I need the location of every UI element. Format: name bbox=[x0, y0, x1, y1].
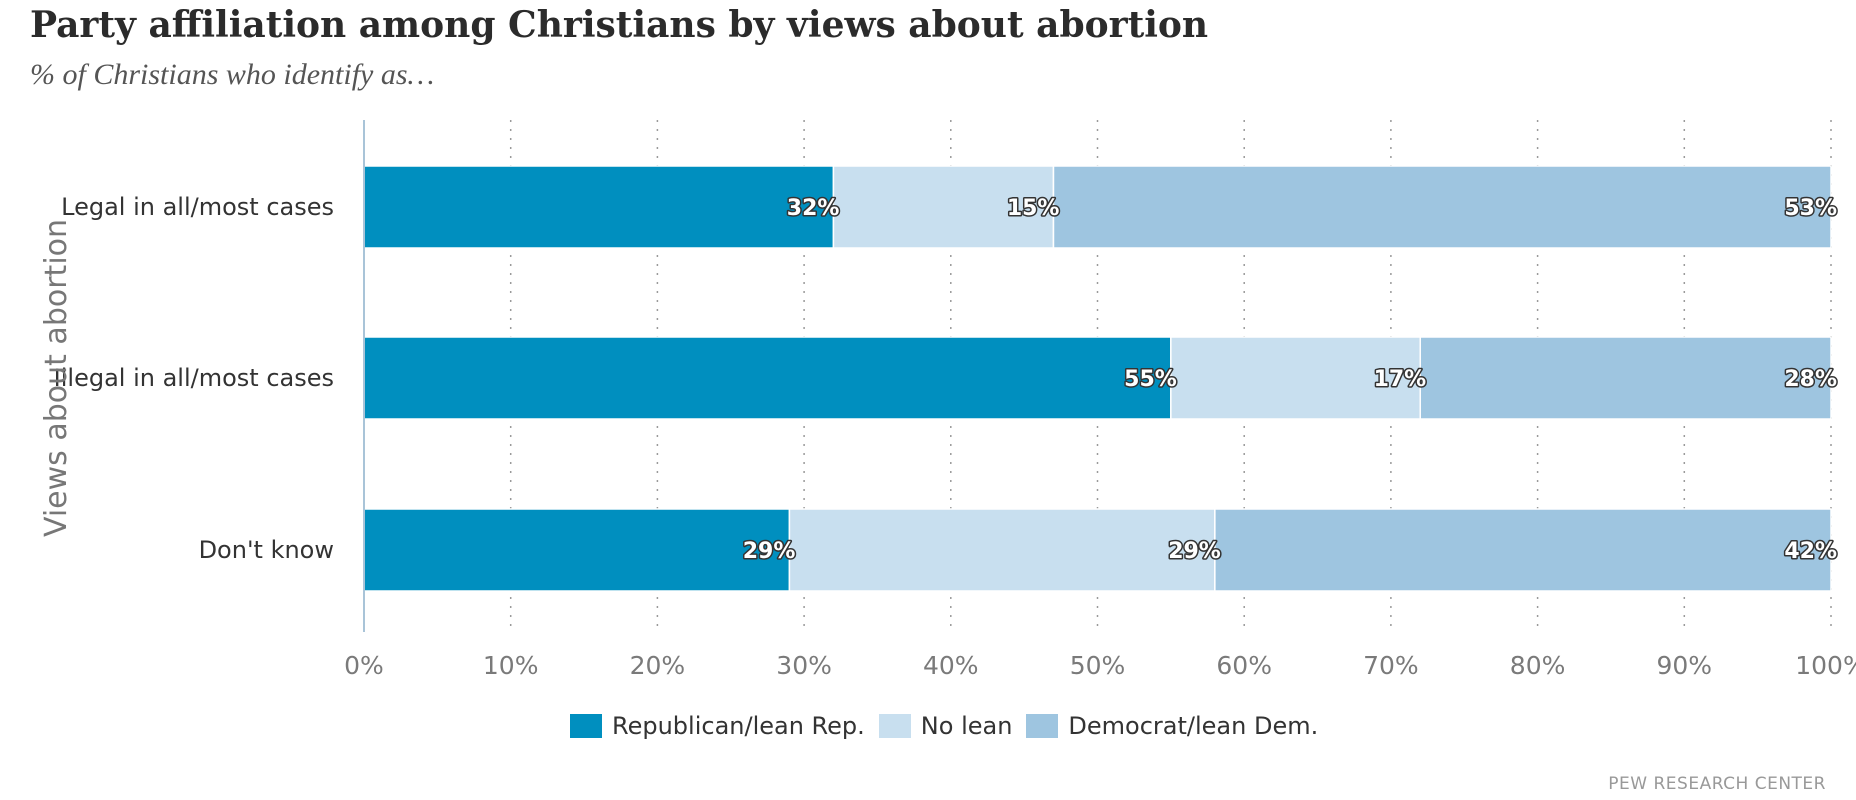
source-credit: PEW RESEARCH CENTER bbox=[1608, 774, 1826, 794]
legend-label: Democrat/lean Dem. bbox=[1068, 712, 1319, 740]
x-tick-label: 100% bbox=[1795, 651, 1856, 680]
legend-item: No lean bbox=[878, 712, 1013, 740]
legend-item: Democrat/lean Dem. bbox=[1026, 712, 1318, 740]
bar-segment bbox=[363, 336, 1172, 420]
legend-swatch bbox=[570, 714, 602, 738]
data-label: 32% bbox=[787, 196, 840, 221]
x-tick-label: 30% bbox=[776, 651, 832, 680]
data-label: 53% bbox=[1784, 196, 1837, 221]
x-tick-label: 0% bbox=[344, 651, 384, 680]
data-label: 55% bbox=[1124, 367, 1177, 392]
legend-label: Republican/lean Rep. bbox=[612, 712, 865, 740]
x-tick-label: 20% bbox=[630, 651, 686, 680]
chart-title: Party affiliation among Christians by vi… bbox=[30, 4, 1209, 46]
legend-swatch bbox=[878, 714, 911, 738]
legend-item: Republican/lean Rep. bbox=[570, 712, 865, 740]
data-labels: 32% 15% 53% 55% 17% 28% 29% 29% 42% bbox=[741, 195, 1838, 566]
category-label: Don't know bbox=[199, 536, 334, 564]
data-label: 28% bbox=[1784, 367, 1837, 392]
y-axis-title: Views about abortion bbox=[39, 219, 74, 537]
category-label: Legal in all/most cases bbox=[61, 193, 334, 221]
x-tick-label: 60% bbox=[1216, 651, 1272, 680]
bar-segment bbox=[363, 165, 835, 249]
data-label: 42% bbox=[1784, 539, 1837, 564]
bar-segment bbox=[1214, 508, 1832, 592]
bar-segment bbox=[1419, 336, 1832, 420]
data-label: 15% bbox=[1007, 196, 1060, 221]
bars bbox=[363, 165, 1832, 592]
category-label: Illegal in all/most cases bbox=[54, 364, 334, 392]
bar-segment bbox=[788, 508, 1216, 592]
data-label: 29% bbox=[743, 539, 796, 564]
legend-swatch bbox=[1026, 714, 1059, 738]
x-tick-label: 80% bbox=[1510, 651, 1566, 680]
x-tick-label: 70% bbox=[1363, 651, 1419, 680]
category-labels: Legal in all/most cases Illegal in all/mo… bbox=[54, 193, 334, 564]
bar-segment bbox=[832, 165, 1055, 249]
x-tick-label: 40% bbox=[923, 651, 979, 680]
bar-chart: 32% 15% 53% 55% 17% 28% 29% 29% 42% Legal in all… bbox=[39, 120, 1856, 680]
bar-segment bbox=[1052, 165, 1832, 249]
bar-segment bbox=[363, 508, 791, 592]
x-tick-label: 50% bbox=[1070, 651, 1126, 680]
legend: Republican/lean Rep. No lean Democrat/lean… bbox=[570, 712, 1332, 740]
x-tick-label: 10% bbox=[483, 651, 539, 680]
data-label: 29% bbox=[1168, 539, 1221, 564]
x-tick-labels: 0% 10% 20% 30% 40% 50% 60% 70% 80% 90% 100% bbox=[344, 651, 1856, 680]
legend-label: No lean bbox=[920, 712, 1013, 740]
data-label: 17% bbox=[1374, 367, 1427, 392]
chart-subtitle: % of Christians who identify as… bbox=[30, 58, 435, 91]
x-tick-label: 90% bbox=[1657, 651, 1713, 680]
